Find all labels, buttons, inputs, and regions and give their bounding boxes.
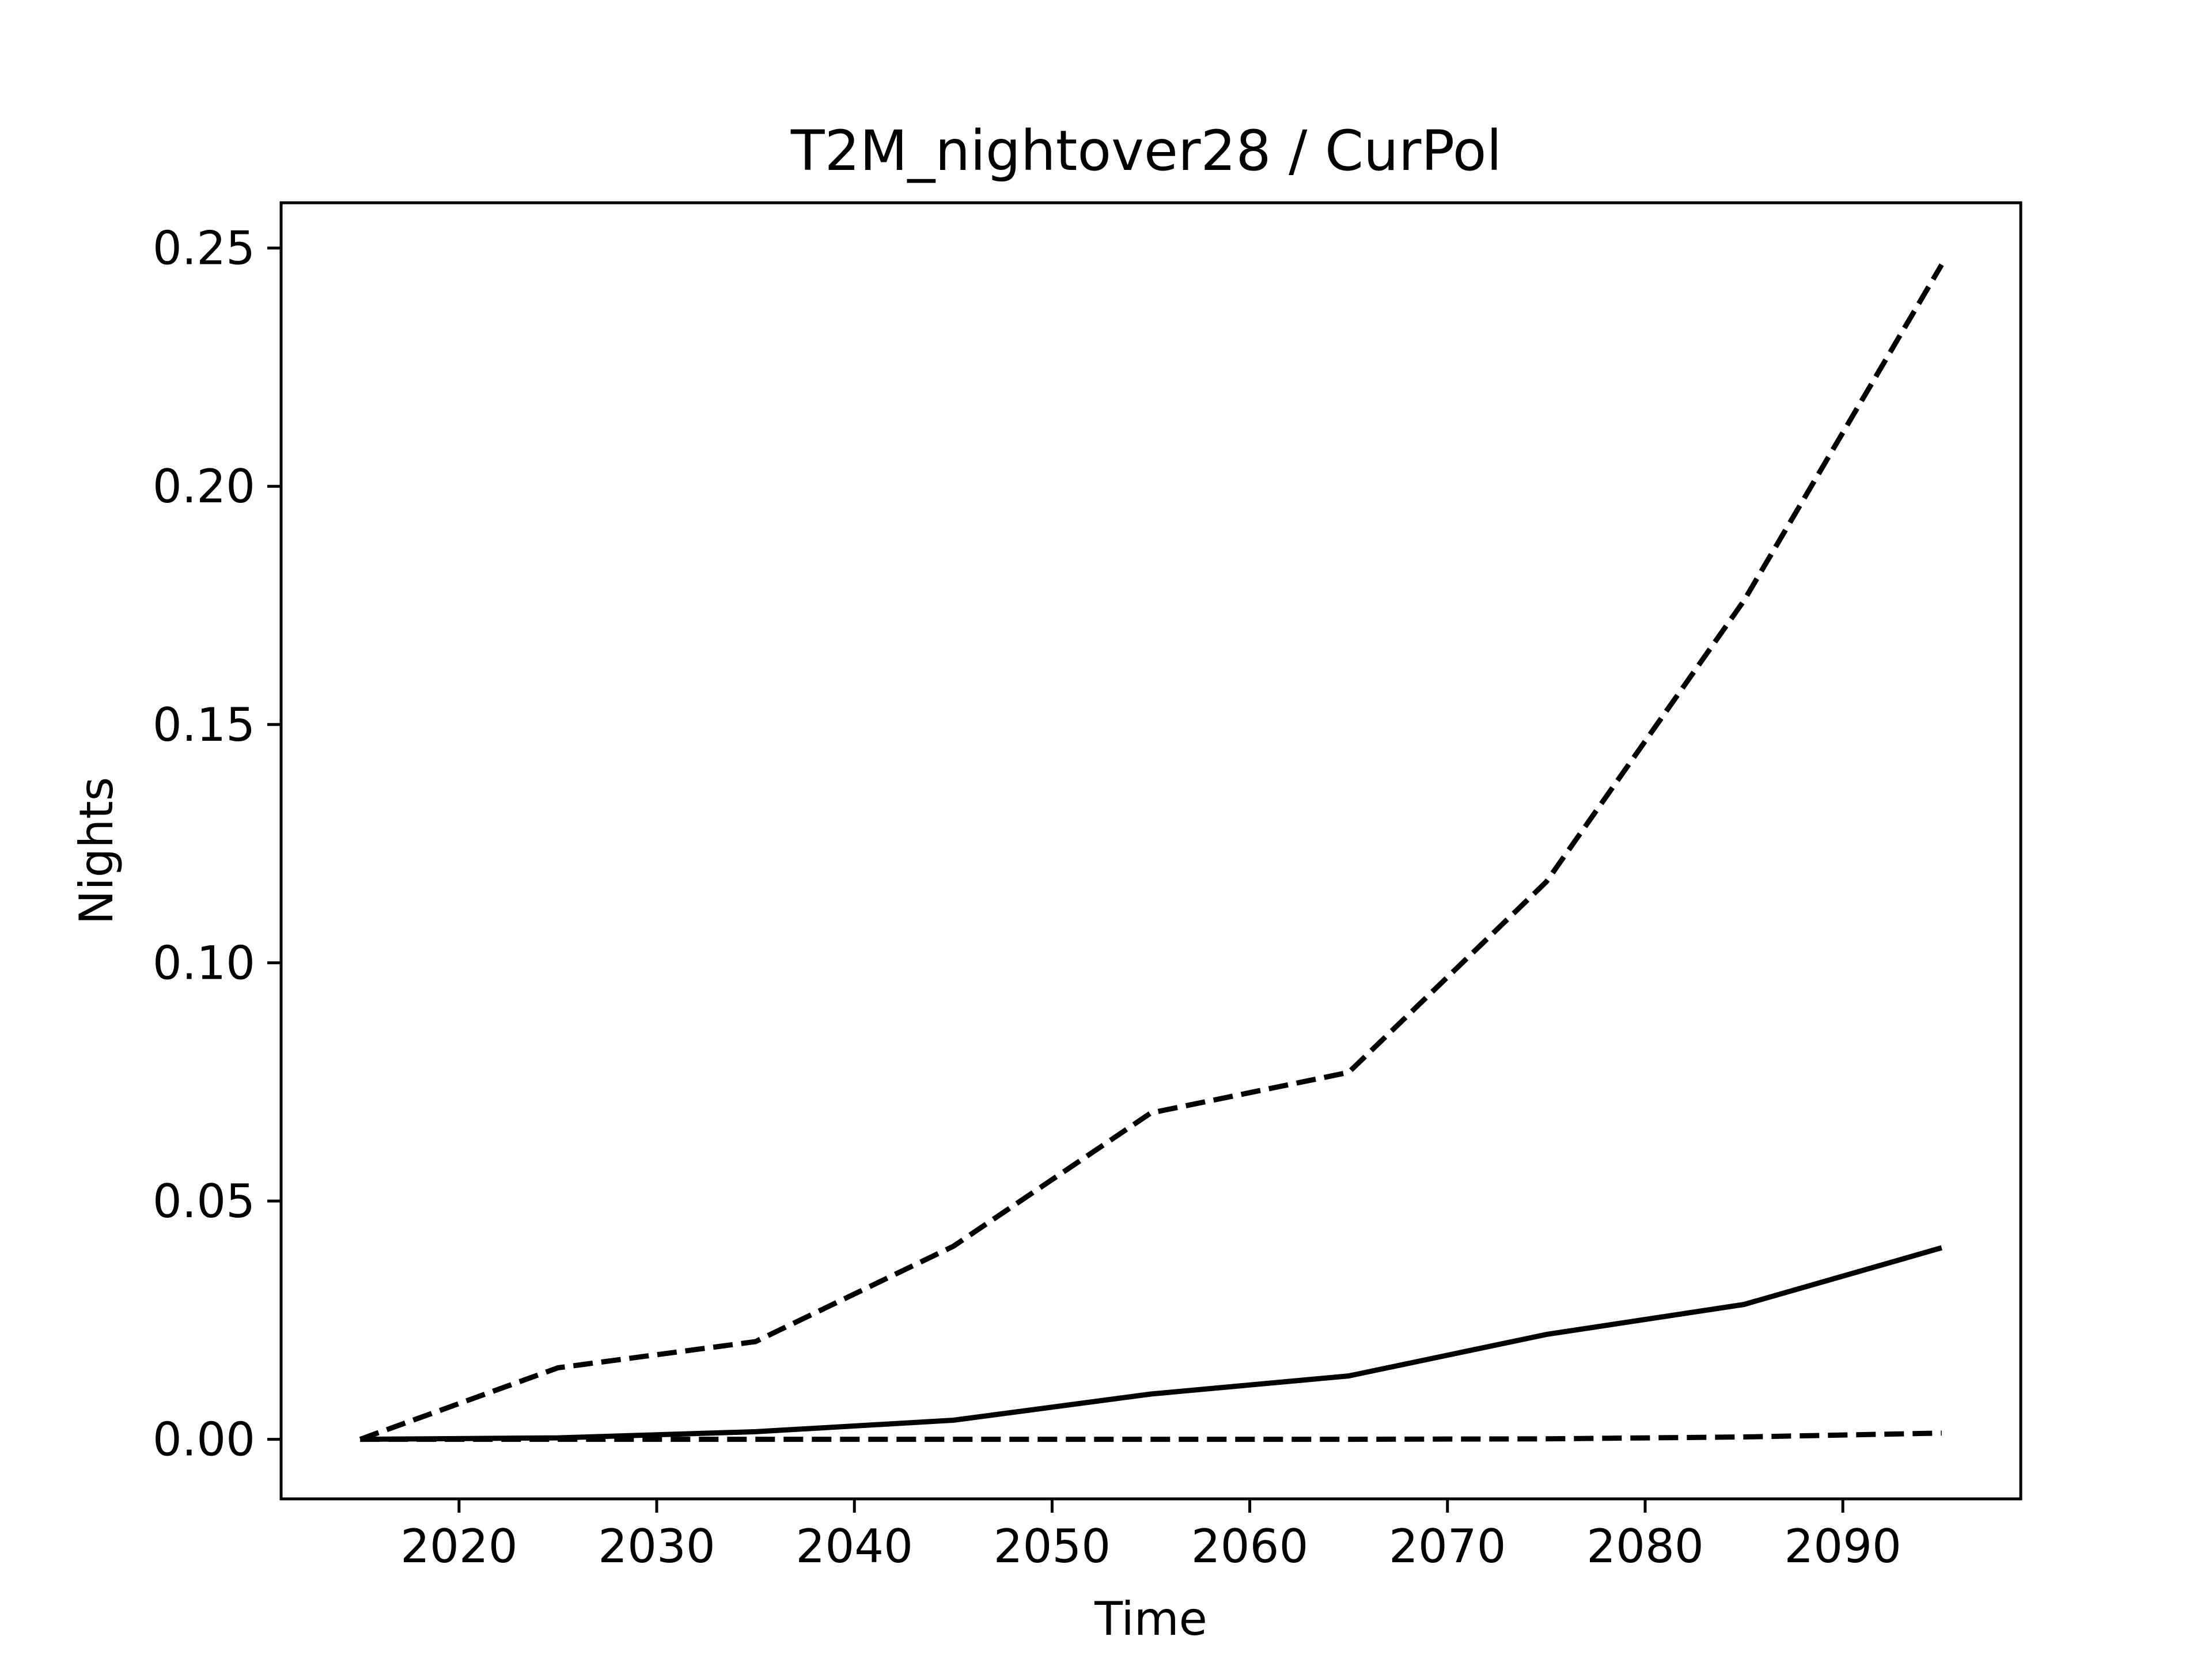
- x-tick-label: 2030: [598, 1520, 715, 1573]
- x-tick-label: 2040: [796, 1520, 913, 1573]
- x-tick-label: 2020: [400, 1520, 518, 1573]
- y-tick-label: 0.25: [153, 222, 255, 275]
- x-tick-label: 2080: [1586, 1520, 1704, 1573]
- x-axis: 2020 2030 2040 2050 2060 2070 2080 2090: [400, 1499, 1902, 1573]
- series-line-1: [359, 263, 1944, 1442]
- y-tick-label: 0.00: [153, 1413, 255, 1467]
- y-axis-label: Nights: [70, 777, 123, 925]
- series-line-3: [360, 1430, 1942, 1442]
- chart-title: T2M_nightover28 / CurPol: [790, 119, 1502, 183]
- y-tick-label: 0.10: [153, 936, 255, 990]
- x-axis-label: Time: [1094, 1592, 1207, 1646]
- x-tick-label: 2050: [994, 1520, 1111, 1573]
- x-tick-label: 2070: [1389, 1520, 1506, 1573]
- chart-marks: [359, 263, 1944, 1442]
- x-tick-label: 2060: [1191, 1520, 1309, 1573]
- y-tick-label: 0.20: [153, 460, 255, 513]
- y-axis: 0.00 0.05 0.10 0.15 0.20 0.25: [153, 222, 281, 1467]
- y-tick-label: 0.05: [153, 1175, 255, 1228]
- x-tick-label: 2090: [1784, 1520, 1902, 1573]
- plot-frame: [279, 201, 2022, 1501]
- series-line-2: [360, 1245, 1942, 1442]
- y-tick-label: 0.15: [153, 698, 255, 752]
